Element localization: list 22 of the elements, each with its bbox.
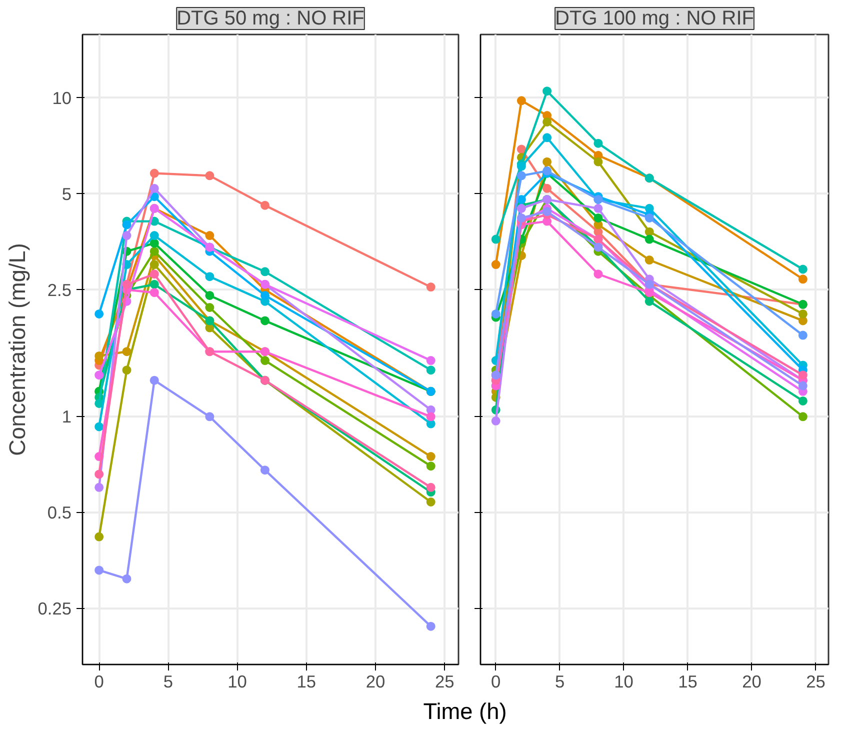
x-tick-label: 25 — [435, 672, 454, 692]
x-tick-label: 20 — [742, 672, 762, 692]
y-axis-title: Concentration (mg/L) — [4, 243, 30, 456]
x-tick-label: 10 — [228, 672, 247, 692]
y-tick-label: 5 — [62, 184, 72, 204]
chart-title: DTG 50 mg : NO RIF — [176, 8, 364, 30]
x-tick-label: 20 — [366, 672, 386, 692]
x-tick-label: 5 — [163, 672, 174, 692]
y-tick-label: 1 — [62, 406, 72, 427]
y-tick-label: 0.5 — [47, 502, 72, 523]
x-tick-label: 5 — [555, 672, 565, 692]
chart-title: DTG 100 mg : NO RIF — [555, 8, 754, 30]
x-tick-label: 0 — [491, 672, 501, 692]
x-tick-label: 0 — [94, 672, 104, 692]
y-tick-label: 10 — [52, 88, 72, 108]
x-axis-title: Time (h) — [423, 697, 507, 726]
y-tick-label: 2.5 — [47, 280, 72, 300]
x-tick-label: 10 — [614, 672, 634, 692]
y-tick-label: 0.25 — [38, 598, 72, 619]
x-tick-label: 25 — [806, 672, 826, 692]
x-tick-label: 15 — [296, 672, 316, 692]
x-tick-label: 15 — [678, 672, 698, 692]
